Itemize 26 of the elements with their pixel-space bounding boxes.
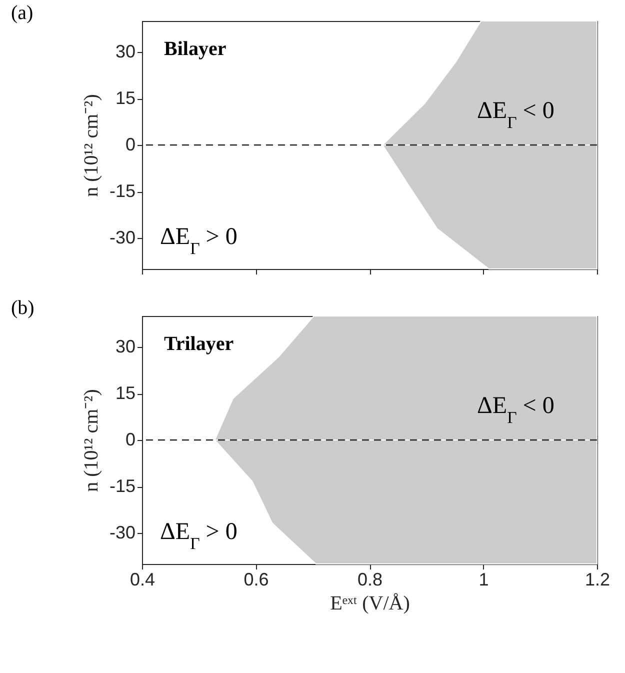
y-tick-label: 30 <box>115 42 136 62</box>
y-axis-title: n (10¹² cm⁻²) <box>80 389 102 492</box>
y-tick-label: 0 <box>125 134 136 154</box>
annotation: ΔE$_{Γ}$ > 0 <box>160 519 238 552</box>
y-tick-label: 15 <box>115 88 136 108</box>
y-axis-title: n (10¹² cm⁻²) <box>80 94 102 197</box>
y-tick-label: -30 <box>109 228 136 248</box>
annotation: ΔE$_{Γ}$ > 0 <box>160 224 238 258</box>
x-tick-label: 1 <box>478 570 489 590</box>
y-tick-label: 30 <box>115 336 136 356</box>
y-tick-label: -30 <box>109 522 136 542</box>
y-tick-label: 15 <box>115 383 136 403</box>
annotation: ΔE$_{Γ}$ < 0 <box>477 98 554 132</box>
y-tick-label: -15 <box>109 476 136 496</box>
y-tick-label: -15 <box>109 181 136 201</box>
x-tick-label: 1.2 <box>584 570 610 590</box>
x-tick-label: 0.6 <box>244 570 269 590</box>
x-tick-label: 0.4 <box>130 570 156 590</box>
y-tick-label: 0 <box>125 430 136 450</box>
annotation: ΔE$_{Γ}$ < 0 <box>477 393 554 426</box>
x-tick-label: 0.8 <box>357 570 383 590</box>
annotation: Trilayer <box>164 333 234 355</box>
x-axis-title: Eᵉˣᵗ (V/Å) <box>330 592 410 614</box>
chart-title: (b) <box>10 297 34 319</box>
annotation: Bilayer <box>164 38 226 60</box>
chart-title: (a) <box>10 2 34 24</box>
